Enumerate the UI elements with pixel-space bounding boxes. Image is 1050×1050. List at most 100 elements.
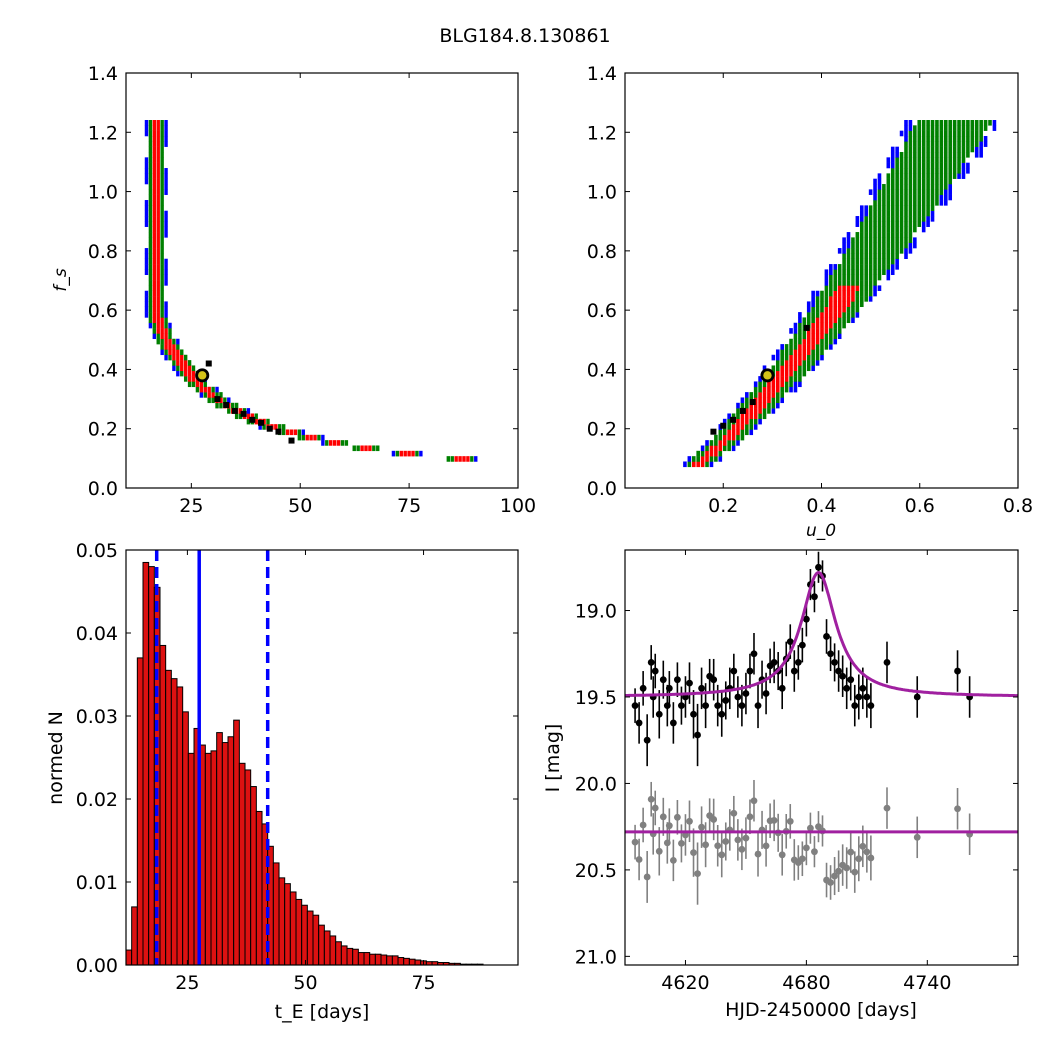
residual-point <box>867 854 875 862</box>
heatmap-cell <box>780 370 784 377</box>
heatmap-cell <box>736 413 740 420</box>
heatmap-cell <box>815 322 820 329</box>
heatmap-cell <box>908 125 913 131</box>
heatmap-cell <box>156 264 160 270</box>
heatmap-cell <box>895 264 899 270</box>
heatmap-cell <box>908 242 913 249</box>
heatmap-cell <box>877 173 882 179</box>
histogram-bar <box>125 949 133 966</box>
heatmap-cell <box>939 141 944 147</box>
heatmap-cell <box>683 461 687 468</box>
heatmap-cell <box>164 280 168 286</box>
heatmap-cell <box>864 285 869 292</box>
heatmap-cell <box>864 296 869 302</box>
heatmap-cell <box>908 120 913 126</box>
heatmap-cell <box>160 237 164 243</box>
heatmap-cell <box>868 237 873 243</box>
heatmap-cell <box>886 189 891 195</box>
heatmap-cell <box>935 173 939 179</box>
heatmap-cell <box>939 146 944 153</box>
heatmap-cell <box>152 146 157 153</box>
heatmap-cell <box>979 152 983 158</box>
heatmap-cell <box>344 440 349 446</box>
data-point <box>823 633 830 640</box>
x-tick-label: 0.6 <box>905 495 935 517</box>
heatmap-cell <box>851 306 855 313</box>
heatmap-cell <box>156 189 160 195</box>
heatmap-cell <box>148 157 153 163</box>
heatmap-cell <box>877 274 882 281</box>
heatmap-cell <box>152 120 157 126</box>
residual-point <box>635 856 643 863</box>
heatmap-cell <box>864 274 869 281</box>
heatmap-cell <box>868 264 873 270</box>
heatmap-cell <box>890 258 895 265</box>
heatmap-cell <box>168 328 172 334</box>
heatmap-cell <box>709 461 714 468</box>
data-point <box>778 684 786 692</box>
heatmap-cell <box>762 402 767 409</box>
heatmap-cell <box>160 136 164 142</box>
heatmap-cell <box>775 386 780 393</box>
heatmap-cell <box>868 242 873 249</box>
heatmap-cell <box>148 210 153 217</box>
heatmap-cell <box>727 418 731 425</box>
heatmap-cell <box>921 205 926 211</box>
heatmap-cell <box>829 312 833 318</box>
heatmap-cell <box>908 162 913 169</box>
heatmap-cell <box>921 221 926 227</box>
heatmap-cell <box>988 120 992 126</box>
heatmap-cell <box>908 226 913 233</box>
heatmap-cell <box>160 189 164 195</box>
heatmap-cell <box>895 216 899 222</box>
residual-point <box>702 841 710 849</box>
heatmap-cell <box>802 360 807 366</box>
heatmap-cell <box>780 397 784 404</box>
data-point <box>786 638 794 646</box>
heatmap-cell <box>152 200 157 206</box>
heatmap-cell <box>966 125 970 131</box>
heatmap-cell <box>917 125 922 131</box>
y-tick-label: 0.01 <box>76 872 118 894</box>
heatmap-cell <box>714 440 718 446</box>
heatmap-cell <box>156 178 160 185</box>
heatmap-cell <box>829 301 833 308</box>
residual-point <box>770 816 778 824</box>
data-point <box>742 690 750 697</box>
heatmap-cell <box>908 146 913 153</box>
heatmap-cell <box>961 173 966 179</box>
heatmap-cell <box>288 437 295 444</box>
heatmap-cell <box>851 269 855 275</box>
histogram-bar <box>170 678 178 966</box>
heatmap-cell <box>899 216 904 222</box>
heatmap-cell <box>156 317 160 324</box>
heatmap-cell <box>180 360 184 366</box>
heatmap-cell <box>908 189 913 195</box>
heatmap-cell <box>877 285 882 292</box>
heatmap-cell <box>882 221 886 227</box>
heatmap-cell <box>966 130 970 137</box>
heatmap-cell <box>904 248 908 254</box>
residual-point <box>913 833 921 841</box>
heatmap-cell <box>824 290 829 297</box>
heatmap-cell <box>904 136 908 142</box>
data-point <box>815 563 822 571</box>
heatmap-cell <box>793 360 798 366</box>
heatmap-cell <box>846 301 851 308</box>
heatmap-cell <box>152 141 157 147</box>
heatmap-cell <box>793 328 798 334</box>
heatmap-cell <box>913 205 917 211</box>
heatmap-cell <box>164 184 168 190</box>
heatmap-cell <box>164 189 168 195</box>
heatmap-cell <box>908 205 913 211</box>
heatmap-cell <box>851 253 855 259</box>
heatmap-cell <box>943 178 948 185</box>
heatmap-cell <box>930 200 935 206</box>
heatmap-cell <box>904 232 908 238</box>
heatmap-cell <box>191 370 196 377</box>
heatmap-cell <box>152 130 157 137</box>
heatmap-cell <box>156 173 160 179</box>
panel-tE-histogram: 25 50 750.000.010.020.030.040.05 normed N … <box>45 540 519 1023</box>
heatmap-cell <box>882 269 886 275</box>
